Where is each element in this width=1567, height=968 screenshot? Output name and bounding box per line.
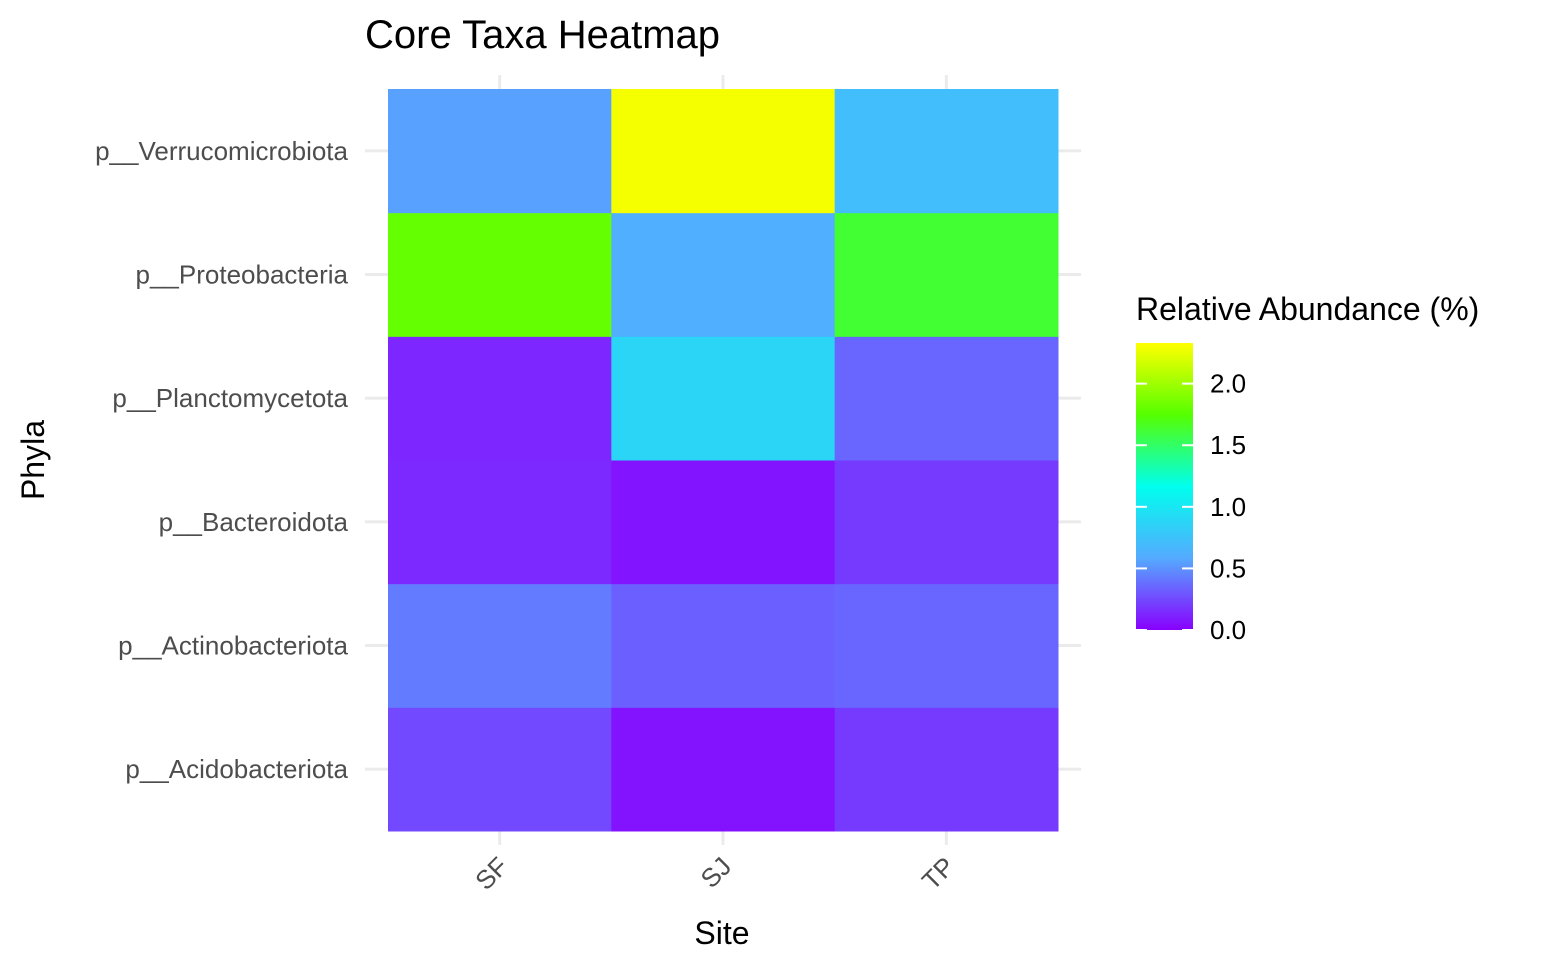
y-axis-ticks: p__Acidobacteriota p__Actinobacteriota p__… (95, 136, 348, 784)
y-tick-label: p__Bacteroidota (159, 507, 349, 537)
heatmap-cell (834, 212, 1059, 337)
heatmap-cell (834, 460, 1059, 585)
legend-ticks: 0.0 0.5 1.0 1.5 2.0 (1136, 369, 1246, 645)
heatmap-cell (388, 212, 612, 337)
heatmap-cell (611, 212, 836, 337)
heatmap-cell (834, 583, 1059, 708)
y-tick-label: p__Actinobacteriota (118, 631, 348, 661)
x-tick-label: SJ (695, 851, 738, 894)
legend-tick-label: 0.5 (1210, 553, 1246, 583)
legend-colorbar (1136, 343, 1193, 630)
heatmap-cell (611, 336, 836, 461)
y-axis-title: Phyla (15, 420, 51, 500)
legend-tick-label: 0.0 (1210, 615, 1246, 645)
heatmap-cell (611, 89, 836, 214)
heatmap-cell (388, 583, 612, 708)
legend-tick-label: 1.0 (1210, 492, 1246, 522)
legend-tick-label: 2.0 (1210, 369, 1246, 399)
x-axis-title: Site (694, 915, 749, 951)
x-tick-label: TP (916, 851, 961, 896)
y-tick-label: p__Acidobacteriota (125, 754, 348, 784)
x-tick-label: SF (469, 851, 514, 896)
heatmap-cell (611, 707, 836, 832)
heatmap-cell (611, 583, 836, 708)
x-axis-ticks: SF SJ TP (469, 851, 960, 896)
heatmap-cell (834, 89, 1059, 214)
heatmap-cell (388, 89, 612, 214)
heatmap-cell (611, 460, 836, 585)
chart-title: Core Taxa Heatmap (365, 13, 720, 57)
y-tick-label: p__Planctomycetota (112, 383, 348, 413)
y-tick-label: p__Verrucomicrobiota (95, 136, 348, 166)
heatmap-cell (388, 336, 612, 461)
legend-tick-label: 1.5 (1210, 430, 1246, 460)
y-tick-label: p__Proteobacteria (136, 260, 349, 290)
heatmap-cell (388, 707, 612, 832)
heatmap-cell (834, 336, 1059, 461)
color-legend: Relative Abundance (%) 0.0 0.5 1.0 1.5 2.0 (1136, 291, 1479, 645)
heatmap-cell (388, 460, 612, 585)
legend-title: Relative Abundance (%) (1136, 291, 1479, 327)
heatmap-cell (834, 707, 1059, 832)
heatmap-cells (388, 89, 1059, 832)
